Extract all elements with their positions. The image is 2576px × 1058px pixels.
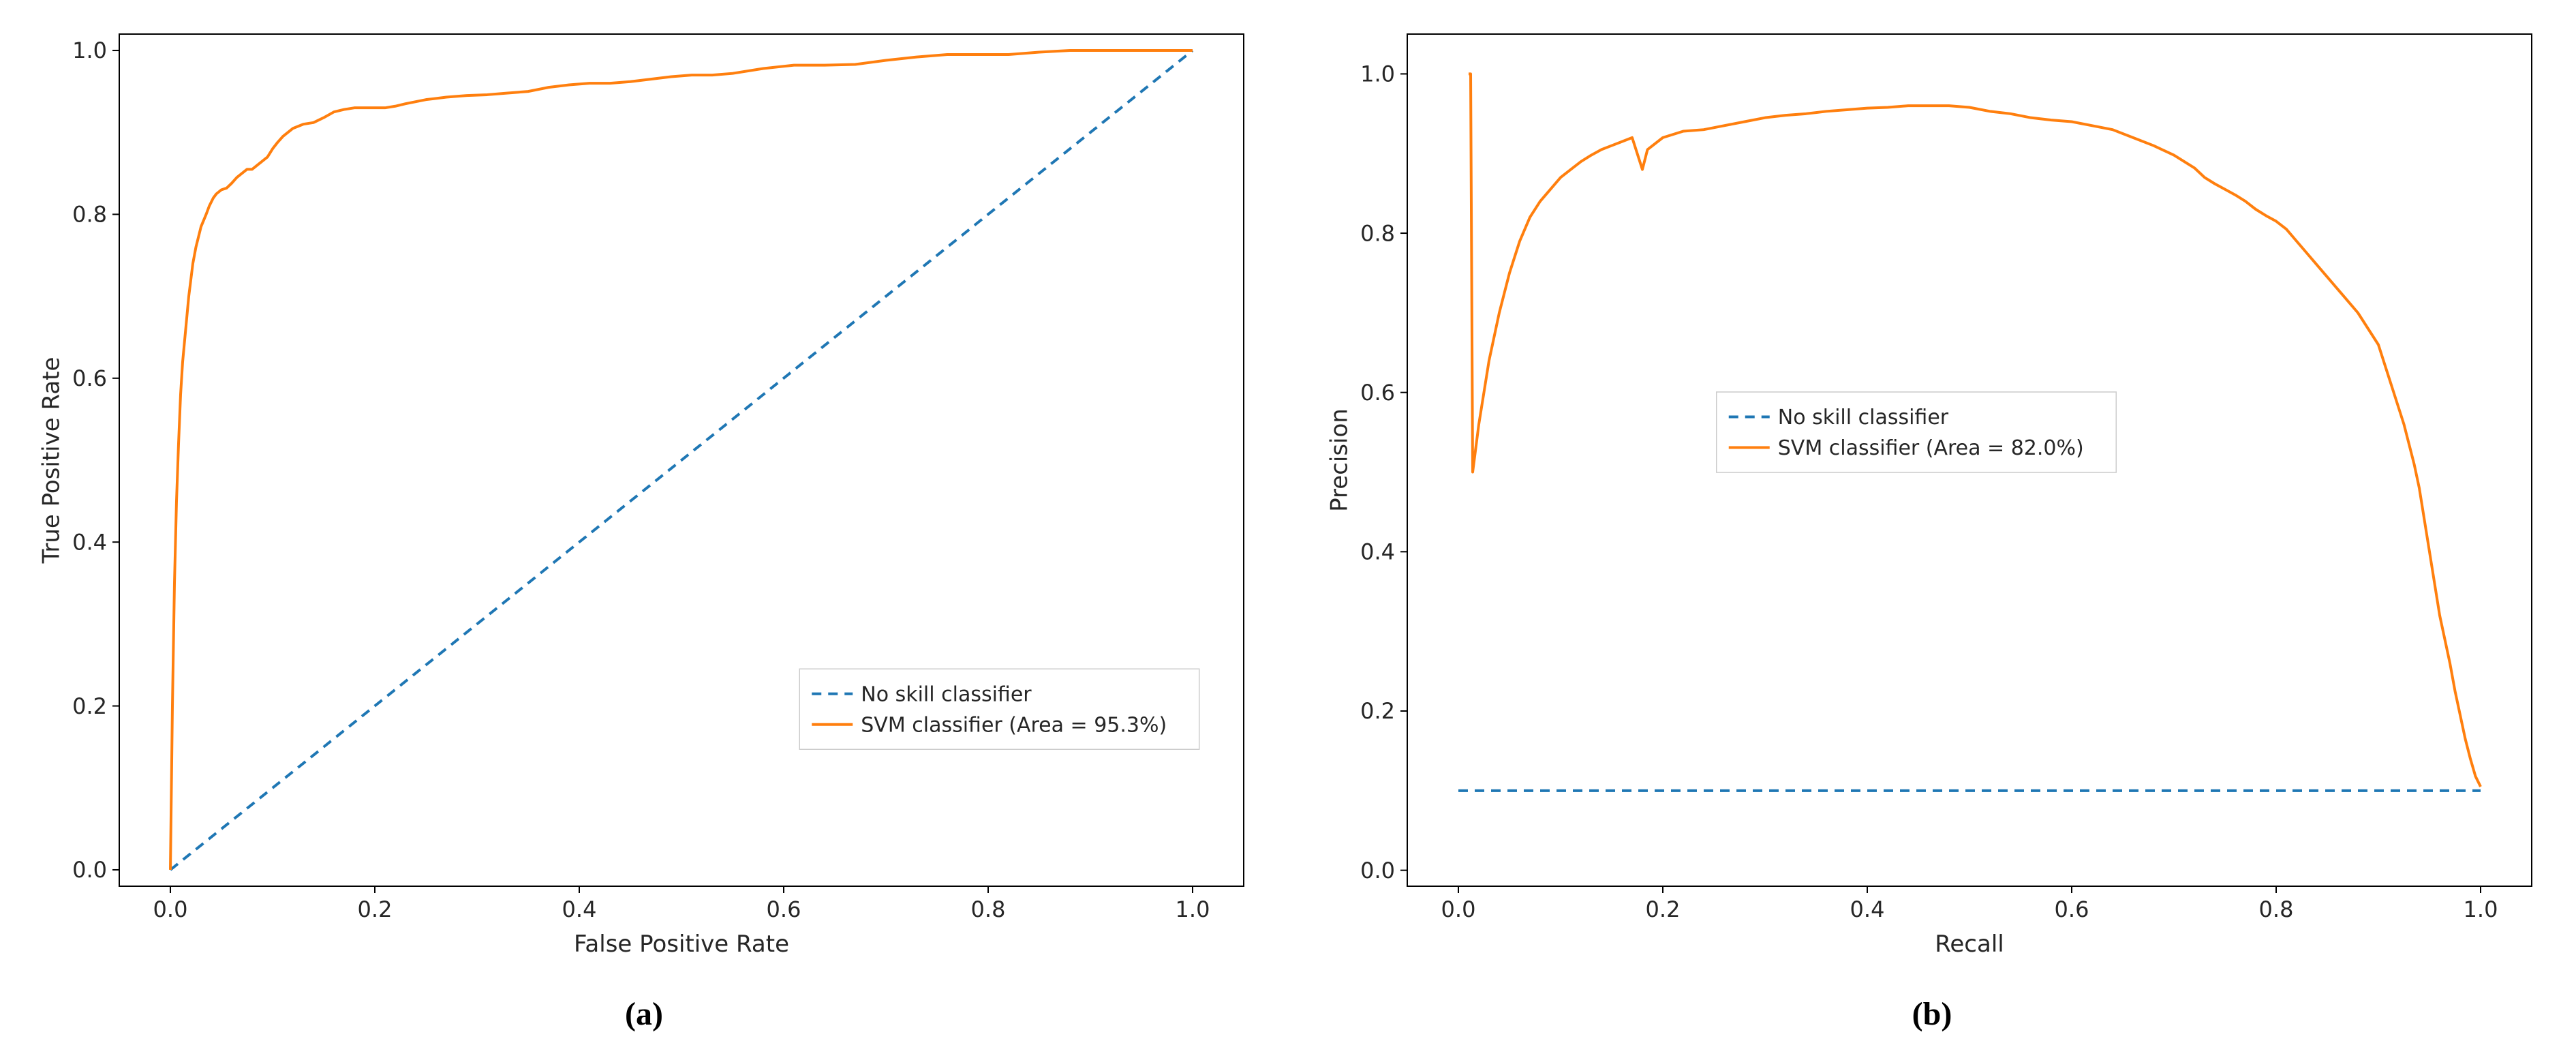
y-tick-label: 0.6 xyxy=(72,365,107,391)
y-axis-label: True Positive Rate xyxy=(38,357,65,564)
roc-svg: 0.0 0.2 0.4 0.6 0.8 1.0 0.0 0.2 0.4 0.6 0.8 1.0 Fals… xyxy=(17,14,1271,968)
y-tick-label: 0.2 xyxy=(72,693,107,719)
x-tick-label: 1.0 xyxy=(1176,896,1210,922)
legend: No skill classifier SVM classifier (Area … xyxy=(799,669,1199,749)
x-tick-label: 0.0 xyxy=(1441,896,1476,922)
legend-label-noskill: No skill classifier xyxy=(861,682,1032,706)
y-tick-label: 0.6 xyxy=(1360,380,1395,406)
x-tick-label: 0.6 xyxy=(2055,896,2089,922)
x-axis-label: False Positive Rate xyxy=(574,931,789,958)
legend-label-noskill: No skill classifier xyxy=(1778,406,1949,429)
y-tick-label: 0.0 xyxy=(72,857,107,883)
y-tick-label: 0.8 xyxy=(1360,220,1395,246)
pr-svg: 0.0 0.2 0.4 0.6 0.8 1.0 0.0 0.2 0.4 0.6 0.8 1.0 Reca… xyxy=(1305,14,2559,968)
roc-chart: 0.0 0.2 0.4 0.6 0.8 1.0 0.0 0.2 0.4 0.6 0.8 1.0 Fals… xyxy=(17,14,1271,968)
x-tick-label: 0.8 xyxy=(2259,896,2294,922)
x-tick-label: 0.4 xyxy=(1850,896,1885,922)
x-tick-label: 0.4 xyxy=(562,896,597,922)
subfigure-label-b: (b) xyxy=(1912,995,1952,1033)
x-tick-label: 0.0 xyxy=(153,896,188,922)
y-tick-label: 0.4 xyxy=(1360,539,1395,565)
y-tick-label: 1.0 xyxy=(1360,61,1395,87)
legend-frame xyxy=(799,669,1199,749)
y-tick-label: 0.4 xyxy=(72,529,107,555)
pr-chart: 0.0 0.2 0.4 0.6 0.8 1.0 0.0 0.2 0.4 0.6 0.8 1.0 Reca… xyxy=(1305,14,2559,968)
y-tick-label: 0.8 xyxy=(72,202,107,228)
y-tick-label: 0.2 xyxy=(1360,698,1395,724)
y-axis-label: Precision xyxy=(1326,408,1353,512)
y-tick-label: 1.0 xyxy=(72,37,107,63)
x-tick-label: 0.2 xyxy=(358,896,393,922)
legend-frame xyxy=(1717,392,2117,472)
x-tick-label: 0.6 xyxy=(767,896,801,922)
legend: No skill classifier SVM classifier (Area … xyxy=(1717,392,2117,472)
legend-label-svm: SVM classifier (Area = 82.0%) xyxy=(1778,436,2084,460)
y-tick-label: 0.0 xyxy=(1360,858,1395,883)
x-tick-label: 1.0 xyxy=(2464,896,2498,922)
legend-label-svm: SVM classifier (Area = 95.3%) xyxy=(861,713,1167,737)
subfigure-label-a: (a) xyxy=(625,995,663,1033)
x-tick-label: 0.2 xyxy=(1646,896,1681,922)
x-axis-label: Recall xyxy=(1935,931,2004,958)
subplot-b-wrapper: 0.0 0.2 0.4 0.6 0.8 1.0 0.0 0.2 0.4 0.6 0.8 1.0 Reca… xyxy=(1305,14,2559,1033)
x-tick-label: 0.8 xyxy=(971,896,1006,922)
figure-container: 0.0 0.2 0.4 0.6 0.8 1.0 0.0 0.2 0.4 0.6 0.8 1.0 Fals… xyxy=(0,0,2576,1046)
subplot-a-wrapper: 0.0 0.2 0.4 0.6 0.8 1.0 0.0 0.2 0.4 0.6 0.8 1.0 Fals… xyxy=(17,14,1271,1033)
